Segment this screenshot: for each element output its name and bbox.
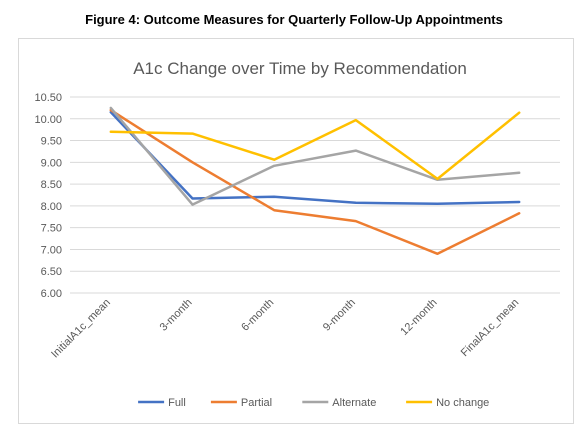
gridlines [70, 96, 560, 294]
y-tick-label: 8.50 [41, 179, 62, 191]
y-tick-label: 9.00 [41, 157, 62, 169]
y-tick-label: 6.00 [41, 288, 62, 300]
series-line-alternate [109, 106, 521, 206]
y-tick-label: 8.00 [41, 201, 62, 213]
x-tick-label: InitialA1c_mean [49, 297, 113, 361]
y-tick-label: 10.00 [34, 114, 62, 126]
y-axis-ticks: 6.00 6.50 7.00 7.50 8.00 8.50 9.00 9.50 10.00 10.… [34, 92, 62, 300]
x-tick-label: 9-month [321, 297, 358, 334]
series-line-no-change [109, 111, 521, 181]
figure-caption: Figure 4: Outcome Measures for Quarterly… [85, 12, 503, 27]
series-line-partial [109, 108, 521, 256]
series-lines [109, 106, 521, 256]
series-line-full [109, 110, 521, 205]
y-tick-label: 10.50 [34, 92, 62, 104]
y-tick-label: 6.50 [41, 266, 62, 278]
y-tick-label: 7.50 [41, 223, 62, 235]
legend-label-partial: Partial [241, 397, 272, 409]
x-tick-label: 12-month [398, 297, 439, 338]
legend-label-alternate: Alternate [332, 397, 376, 409]
y-tick-label: 9.50 [41, 136, 62, 148]
x-tick-label: 3-month [158, 297, 195, 334]
x-tick-label: FinalA1c_mean [459, 297, 522, 360]
chart-title: A1c Change over Time by Recommendation [133, 59, 467, 78]
legend-label-full: Full [168, 397, 186, 409]
legend: Full Partial Alternate No change [138, 397, 489, 409]
x-axis-ticks: InitialA1c_mean 3-month 6-month 9-month 12-m… [49, 297, 521, 361]
x-tick-label: 6-month [239, 297, 276, 334]
legend-label-no-change: No change [436, 397, 489, 409]
y-tick-label: 7.00 [41, 244, 62, 256]
